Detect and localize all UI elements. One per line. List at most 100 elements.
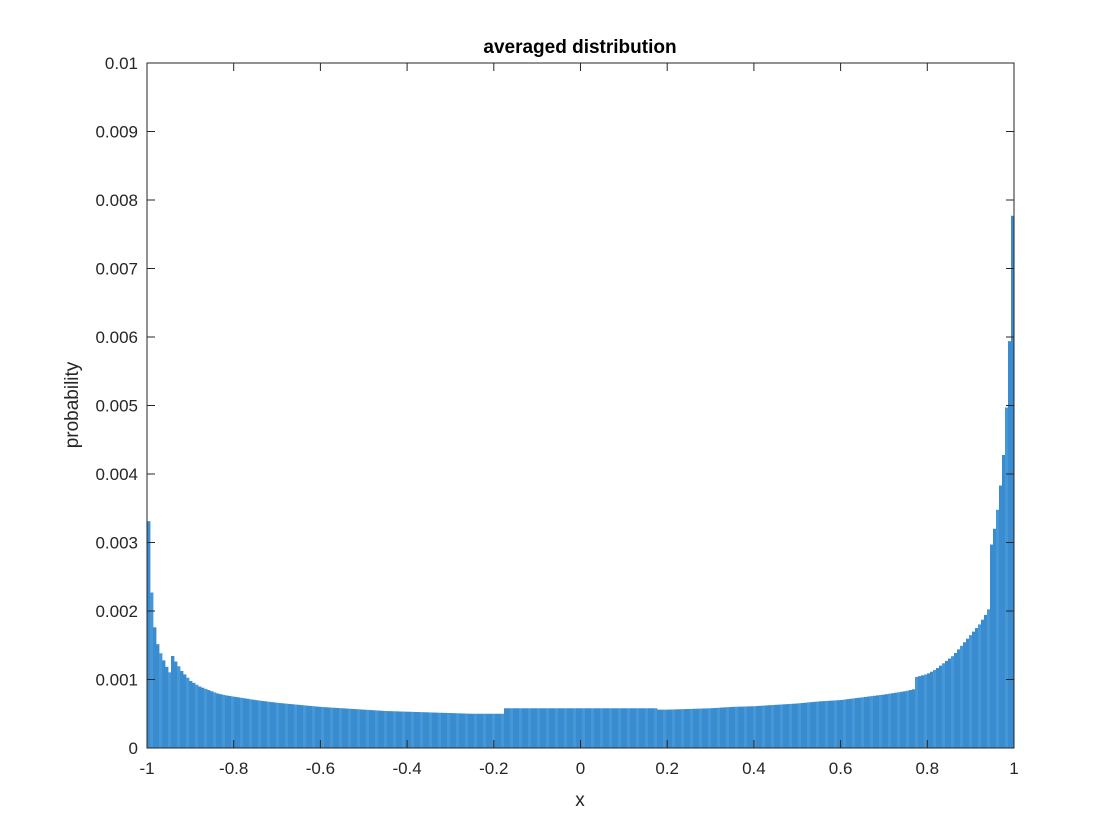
- bar: [765, 705, 769, 748]
- bar: [870, 696, 874, 748]
- bar: [912, 689, 916, 748]
- bar: [957, 649, 961, 748]
- bar: [321, 707, 325, 748]
- bar: [312, 706, 316, 748]
- bar: [267, 701, 271, 748]
- bar: [576, 708, 580, 748]
- bar: [894, 692, 898, 748]
- bar: [303, 705, 307, 748]
- bar: [696, 708, 700, 748]
- bar: [666, 709, 670, 748]
- bar: [771, 705, 775, 748]
- bar: [906, 690, 910, 748]
- bar: [732, 706, 736, 748]
- bar: [330, 707, 334, 748]
- bar: [396, 711, 400, 748]
- bar: [387, 711, 391, 748]
- bar: [183, 674, 187, 748]
- bar: [507, 708, 511, 748]
- bar: [324, 707, 328, 748]
- bar: [885, 694, 889, 748]
- bar: [828, 700, 832, 748]
- bar: [708, 708, 712, 748]
- bar: [354, 709, 358, 748]
- bar: [603, 708, 607, 748]
- bar: [729, 707, 733, 748]
- bar: [243, 698, 247, 748]
- bar: [165, 666, 169, 748]
- bar: [822, 701, 826, 748]
- bar: [285, 703, 289, 748]
- bar: [660, 709, 664, 748]
- bar: [174, 661, 178, 748]
- bar: [282, 703, 286, 748]
- bar: [627, 708, 631, 748]
- bar: [540, 708, 544, 748]
- bar: [549, 708, 553, 748]
- y-tick-label: 0.004: [95, 465, 138, 484]
- bar: [207, 690, 211, 748]
- bar: [861, 697, 865, 748]
- bar: [462, 713, 466, 748]
- bar: [585, 708, 589, 748]
- bar: [651, 708, 655, 748]
- bar: [228, 695, 232, 748]
- bar: [750, 706, 754, 748]
- bar: [633, 708, 637, 748]
- bar: [849, 698, 853, 748]
- bar: [570, 708, 574, 748]
- bar: [681, 709, 685, 748]
- bar: [525, 708, 529, 748]
- bar: [249, 699, 253, 748]
- bar: [759, 705, 763, 748]
- bar: [441, 712, 445, 748]
- bar: [483, 713, 487, 748]
- bar: [867, 696, 871, 748]
- bar: [465, 713, 469, 748]
- bar: [726, 707, 730, 748]
- bar: [468, 713, 472, 748]
- bar: [972, 631, 976, 748]
- bar: [825, 700, 829, 748]
- bar: [921, 675, 925, 748]
- bar: [945, 660, 949, 748]
- bar: [414, 711, 418, 748]
- bar: [795, 703, 799, 748]
- bar: [915, 676, 919, 748]
- bar: [531, 708, 535, 748]
- bar: [162, 660, 166, 748]
- bar: [801, 702, 805, 748]
- bar: [423, 712, 427, 748]
- bar: [447, 713, 451, 748]
- bar: [375, 710, 379, 748]
- bar: [786, 704, 790, 748]
- bar: [333, 707, 337, 748]
- bar: [1002, 454, 1006, 748]
- bar: [693, 708, 697, 748]
- x-tick-label: 0.4: [742, 759, 766, 778]
- bar: [636, 708, 640, 748]
- bar: [342, 708, 346, 748]
- bar: [390, 711, 394, 748]
- bar: [273, 702, 277, 748]
- bar: [951, 656, 955, 748]
- bar: [999, 485, 1003, 748]
- bar: [486, 713, 490, 748]
- bar: [612, 708, 616, 748]
- y-tick-label: 0.001: [95, 671, 138, 690]
- bar: [177, 666, 181, 748]
- x-axis-ticks: -1 -0.8 -0.6 -0.4 -0.2 0 0.2 0.4 0.6 0.8 1: [139, 63, 1019, 778]
- y-axis-ticks: 0 0.001 0.002 0.003 0.004 0.005 0.006 0.007 0.00…: [95, 54, 1014, 758]
- bar: [348, 708, 352, 748]
- bar: [156, 644, 160, 748]
- x-tick-label: 0: [576, 759, 585, 778]
- bar: [351, 708, 355, 748]
- bar: [180, 671, 184, 748]
- bar: [453, 713, 457, 748]
- bar: [372, 710, 376, 748]
- bar: [720, 707, 724, 748]
- bar: [747, 706, 751, 748]
- bar: [417, 712, 421, 748]
- x-tick-label: 0.6: [829, 759, 853, 778]
- bar: [831, 700, 835, 748]
